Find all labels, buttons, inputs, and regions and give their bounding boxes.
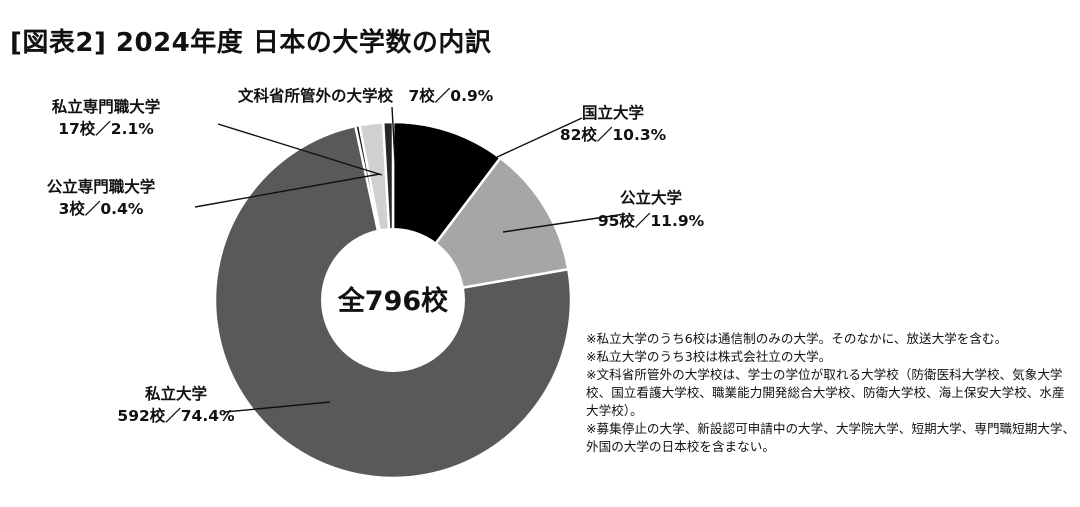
leader-line [217,123,383,176]
slice-label-name: 私立専門職大学 [52,97,161,116]
footnote: ※募集停止の大学、新設認可申請中の大学、大学院大学、短期大学、専門職短期大学、外… [586,421,1076,454]
donut-hole [321,228,465,372]
chart-title: [図表2] 2024年度 日本の大学数の内訳 [10,28,492,58]
slice-label-name: 公立専門職大学 [47,177,156,196]
slice-label-name: 国立大学 [582,103,644,122]
data-labels-group: 国立大学 82校／10.3% 公立大学 95校／11.9% 私立大学 592校／74.4%… [47,86,705,425]
slice-label-name: 公立大学 [620,188,682,207]
slice-label-value: 592校／74.4% [117,406,235,425]
slice-label-name: 私立大学 [145,384,207,403]
footnote: ※私立大学のうち3校は株式会社立の大学。 [586,349,832,364]
leader-line [502,213,626,233]
leader-line [494,117,583,159]
footnote: ※文科省所管外の大学校は、学士の学位が取れる大学校（防衛医科大学校、気象大学校、… [586,367,1065,418]
center-total-label: 全796校 [337,285,448,317]
leader-line [391,106,396,163]
slice-label-value: 95校／11.9% [598,211,705,230]
slice-label-value: 3校／0.4% [59,199,144,218]
footnote: ※私立大学のうち6校は通信制のみの大学。そのなかに、放送大学を含む。 [586,331,1008,346]
slice-label-name: 文科省所管外の大学校 7校／0.9% [238,86,494,105]
slice-label-value: 17校／2.1% [58,119,154,138]
leader-line [224,401,331,413]
leader-lines-group [194,106,626,413]
slice-label-value: 82校／10.3% [560,125,667,144]
footnotes: ※私立大学のうち6校は通信制のみの大学。そのなかに、放送大学を含む。 ※私立大学… [586,330,1076,456]
leader-line [194,173,381,208]
